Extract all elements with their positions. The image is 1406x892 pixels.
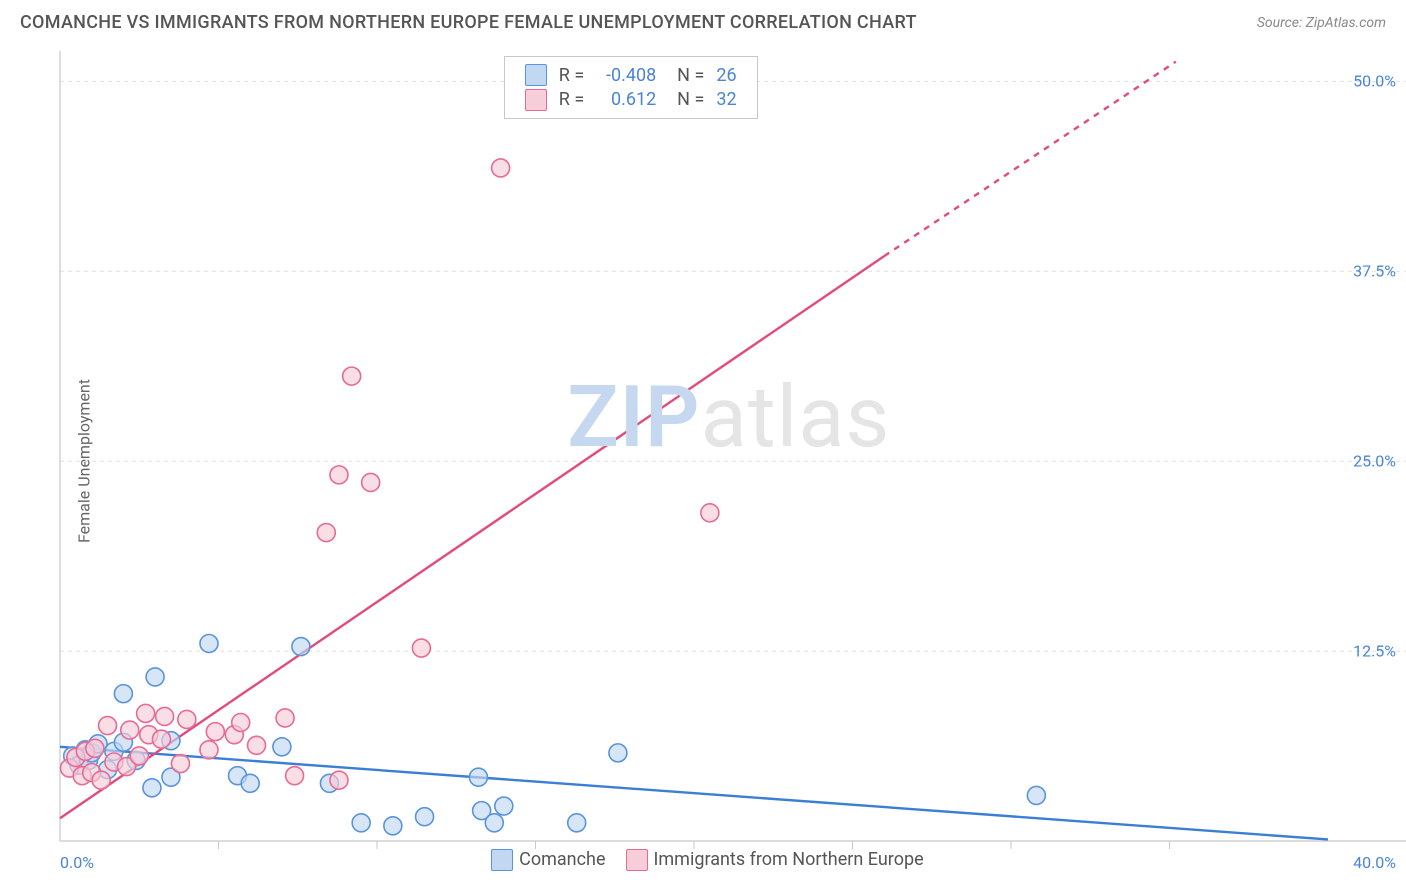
plot-area: ZIPatlas R =-0.408 N =26R =0.612 N =32 C…: [48, 41, 1406, 881]
legend-label: Comanche: [519, 849, 605, 870]
legend-label: Immigrants from Northern Europe: [654, 849, 924, 870]
stats-r-label: R =: [553, 63, 590, 87]
stats-r-value: -0.408: [596, 65, 656, 86]
x-tick-label: 40.0%: [1353, 853, 1396, 872]
legend-item: Comanche: [491, 849, 605, 871]
stats-n-label: N =: [662, 63, 710, 87]
stats-n-value: 26: [716, 65, 736, 86]
stats-n-value: 32: [716, 89, 736, 110]
chart-body: Female Unemployment ZIPatlas R =-0.408 N…: [0, 41, 1406, 881]
y-tick-label: 12.5%: [1353, 642, 1396, 661]
y-tick-label: 50.0%: [1353, 72, 1396, 91]
legend-swatch: [525, 64, 547, 86]
stats-legend: R = -0.408 N = 26 R = 0.612 N = 32: [504, 56, 758, 119]
legend-swatch: [626, 849, 648, 871]
legend-item: Immigrants from Northern Europe: [626, 849, 924, 871]
stats-n-label: N =: [662, 87, 710, 111]
legend-swatch: [525, 89, 547, 111]
legend-swatch: [491, 849, 513, 871]
x-tick-label: 0.0%: [60, 853, 94, 872]
scatter-plot-svg: [48, 41, 1406, 881]
y-tick-label: 37.5%: [1353, 262, 1396, 281]
source-label: Source: ZipAtlas.com: [1257, 15, 1386, 31]
series-legend: Comanche Immigrants from Northern Europe: [491, 849, 924, 871]
header-bar: COMANCHE VS IMMIGRANTS FROM NORTHERN EUR…: [0, 0, 1406, 41]
stats-r-value: 0.612: [596, 89, 656, 110]
stats-legend-row: R = -0.408 N = 26: [519, 63, 743, 87]
stats-r-label: R =: [553, 87, 590, 111]
stats-legend-table: R = -0.408 N = 26 R = 0.612 N = 32: [519, 63, 743, 112]
stats-legend-row: R = 0.612 N = 32: [519, 87, 743, 111]
y-tick-label: 25.0%: [1353, 452, 1396, 471]
chart-title: COMANCHE VS IMMIGRANTS FROM NORTHERN EUR…: [20, 12, 917, 33]
